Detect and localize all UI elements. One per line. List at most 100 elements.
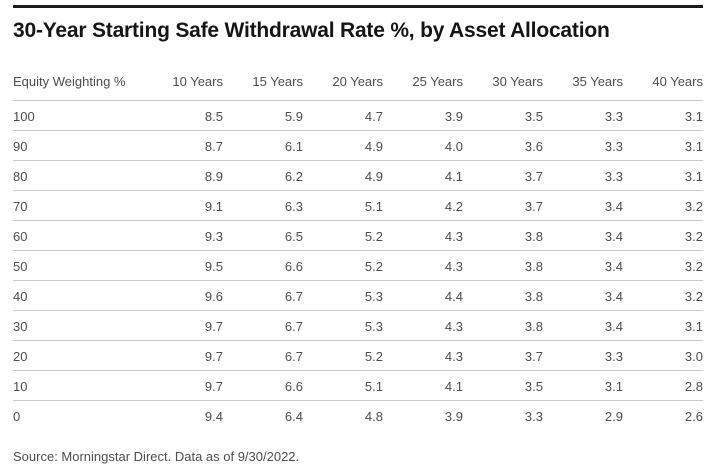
equity-weighting-cell: 0	[13, 400, 143, 430]
table-row: 30 9.7 6.7 5.3 4.3 3.8 3.4 3.1	[13, 310, 703, 341]
withdrawal-rate-cell: 3.0	[623, 340, 703, 371]
withdrawal-rate-cell: 2.9	[543, 400, 623, 430]
withdrawal-rate-cell: 3.1	[623, 310, 703, 341]
equity-weighting-cell: 30	[13, 310, 143, 341]
table-row: 90 8.7 6.1 4.9 4.0 3.6 3.3 3.1	[13, 130, 703, 161]
withdrawal-rate-cell: 5.1	[303, 190, 383, 221]
withdrawal-rate-cell: 3.1	[623, 130, 703, 161]
column-header-horizon: 25 Years	[383, 74, 463, 101]
withdrawal-rate-cell: 4.4	[383, 280, 463, 311]
source-note: Source: Morningstar Direct. Data as of 9…	[13, 449, 300, 464]
withdrawal-rate-cell: 5.1	[303, 370, 383, 401]
withdrawal-rate-cell: 9.7	[143, 310, 223, 341]
table-row: 80 8.9 6.2 4.9 4.1 3.7 3.3 3.1	[13, 160, 703, 191]
withdrawal-rate-cell: 3.8	[463, 250, 543, 281]
table-row: 10 9.7 6.6 5.1 4.1 3.5 3.1 2.8	[13, 370, 703, 401]
withdrawal-rate-cell: 3.4	[543, 280, 623, 311]
withdrawal-rate-cell: 6.4	[223, 400, 303, 430]
withdrawal-rate-cell: 9.5	[143, 250, 223, 281]
withdrawal-rate-cell: 4.2	[383, 190, 463, 221]
table-row: 0 9.4 6.4 4.8 3.9 3.3 2.9 2.6	[13, 400, 703, 430]
withdrawal-rate-cell: 2.8	[623, 370, 703, 401]
column-header-horizon: 40 Years	[623, 74, 703, 101]
withdrawal-rate-cell: 3.9	[383, 400, 463, 430]
equity-weighting-cell: 20	[13, 340, 143, 371]
table-row: 50 9.5 6.6 5.2 4.3 3.8 3.4 3.2	[13, 250, 703, 281]
equity-weighting-cell: 70	[13, 190, 143, 221]
column-header-horizon: 35 Years	[543, 74, 623, 101]
withdrawal-rate-cell: 8.9	[143, 160, 223, 191]
withdrawal-rate-cell: 3.3	[604, 109, 623, 124]
withdrawal-rate-cell: 3.7	[463, 160, 543, 191]
table-header: Equity Weighting % 10 Years 15 Years 20 Yea…	[13, 74, 703, 101]
withdrawal-rate-cell: 3.2	[623, 280, 703, 311]
column-header-horizon: 20 Years	[303, 74, 383, 101]
withdrawal-rate-cell: 4.7	[364, 109, 383, 124]
withdrawal-rate-cell: 3.1	[684, 109, 703, 124]
withdrawal-rate-cell: 3.8	[463, 280, 543, 311]
withdrawal-rate-cell: 2.6	[623, 400, 703, 430]
withdrawal-rate-cell: 6.1	[223, 130, 303, 161]
withdrawal-rate-cell: 4.3	[383, 340, 463, 371]
header-row: Equity Weighting % 10 Years 15 Years 20 Yea…	[13, 74, 703, 101]
withdrawal-rate-cell: 6.6	[223, 250, 303, 281]
equity-weighting-cell: 60	[13, 220, 143, 251]
withdrawal-rate-cell: 4.3	[383, 250, 463, 281]
withdrawal-rate-cell: 3.6	[463, 130, 543, 161]
withdrawal-rate-cell: 6.6	[223, 370, 303, 401]
withdrawal-rate-cell: 4.0	[383, 130, 463, 161]
withdrawal-rate-cell: 4.9	[303, 160, 383, 191]
withdrawal-rate-cell: 3.2	[623, 250, 703, 281]
withdrawal-rate-cell: 3.2	[623, 190, 703, 221]
withdrawal-rate-cell: 9.7	[143, 340, 223, 371]
withdrawal-rate-cell: 3.8	[463, 220, 543, 251]
withdrawal-rate-cell: 6.7	[223, 280, 303, 311]
withdrawal-rate-cell: 6.7	[223, 340, 303, 371]
withdrawal-rate-cell: 4.1	[383, 370, 463, 401]
withdrawal-rate-cell: 9.1	[143, 190, 223, 221]
withdrawal-rate-cell: 3.5	[524, 109, 543, 124]
withdrawal-rate-cell: 6.2	[223, 160, 303, 191]
withdrawal-rate-cell: 6.5	[223, 220, 303, 251]
withdrawal-rate-cell: 4.8	[303, 400, 383, 430]
withdrawal-rate-cell: 9.6	[143, 280, 223, 311]
withdrawal-rate-cell: 3.5	[463, 370, 543, 401]
withdrawal-rate-cell: 4.9	[303, 130, 383, 161]
page-title: 30-Year Starting Safe Withdrawal Rate %,…	[13, 19, 610, 42]
table-row: 100 8.5 5.9 4.7 3.9 3.5 3.3 3.1	[13, 101, 703, 131]
table-row: 70 9.1 6.3 5.1 4.2 3.7 3.4 3.2	[13, 190, 703, 221]
withdrawal-rate-cell: 4.1	[383, 160, 463, 191]
withdrawal-rate-cell: 4.3	[383, 310, 463, 341]
withdrawal-rate-cell: 9.4	[143, 400, 223, 430]
equity-weighting-cell: 40	[13, 280, 143, 311]
withdrawal-rate-cell: 5.9	[284, 109, 303, 124]
withdrawal-rate-cell: 3.4	[543, 310, 623, 341]
table-row: 60 9.3 6.5 5.2 4.3 3.8 3.4 3.2	[13, 220, 703, 251]
equity-weighting-cell: 90	[13, 130, 143, 161]
withdrawal-rate-cell: 5.2	[303, 250, 383, 281]
withdrawal-rate-cell: 5.2	[303, 220, 383, 251]
withdrawal-rate-cell: 3.1	[623, 160, 703, 191]
safe-withdrawal-rate-table: Equity Weighting % 10 Years 15 Years 20 Yea…	[13, 74, 703, 430]
withdrawal-rate-cell: 3.3	[543, 160, 623, 191]
withdrawal-rate-cell: 3.4	[543, 250, 623, 281]
withdrawal-rate-cell: 3.3	[463, 400, 543, 430]
withdrawal-rate-cell: 6.3	[223, 190, 303, 221]
withdrawal-rate-cell: 9.3	[143, 220, 223, 251]
withdrawal-rate-cell: 3.7	[463, 340, 543, 371]
column-header-horizon: 10 Years	[143, 74, 223, 101]
withdrawal-rate-cell: 3.1	[543, 370, 623, 401]
withdrawal-rate-cell: 3.3	[543, 340, 623, 371]
equity-weighting-cell: 10	[13, 370, 143, 401]
withdrawal-rate-cell: 5.3	[303, 310, 383, 341]
withdrawal-rate-cell: 3.3	[543, 130, 623, 161]
equity-weighting-cell: 50	[13, 250, 143, 281]
column-header-horizon: 30 Years	[463, 74, 543, 101]
withdrawal-rate-cell: 3.4	[543, 190, 623, 221]
withdrawal-rate-cell: 8.5	[204, 109, 223, 124]
table-body: 100 8.5 5.9 4.7 3.9 3.5 3.3 3.1 90 8.7 6.1 4.9 4.0 3.…	[13, 101, 703, 430]
withdrawal-rate-cell: 6.7	[223, 310, 303, 341]
equity-weighting-cell: 100	[13, 109, 35, 124]
column-header-horizon: 15 Years	[223, 74, 303, 101]
